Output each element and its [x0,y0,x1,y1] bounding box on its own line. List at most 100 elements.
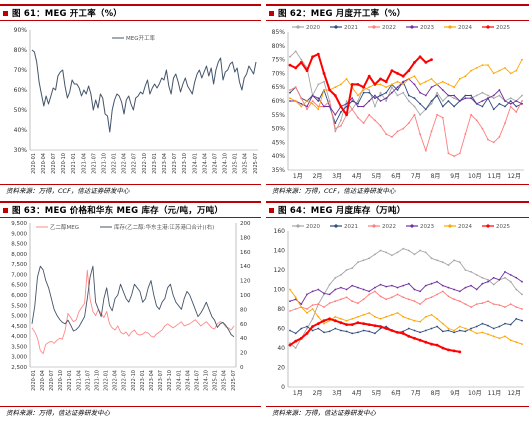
data-point [306,327,308,330]
legend-label: 2020 [306,224,320,230]
legend-marker [448,224,452,228]
data-point [441,330,444,333]
data-point [328,293,331,296]
series-line [289,317,460,353]
data-point [487,138,489,141]
data-point [385,100,388,102]
data-point [317,97,320,100]
data-point [362,105,365,108]
x-tick-label: 2024-04 [185,370,191,391]
x-tick-label: 2022-07 [132,153,138,174]
y-tick-label: 80% [272,43,286,50]
data-point [453,105,455,108]
data-point [413,105,416,108]
data-point [306,293,308,296]
series-line [31,265,235,338]
data-point [419,113,421,116]
data-point [333,319,337,323]
data-point [504,276,506,279]
data-point [430,313,433,316]
data-point [498,278,501,281]
legend-marker [486,25,490,29]
x-tick-label: 2024-10 [204,370,210,391]
data-point [340,111,342,113]
data-point [339,105,343,108]
data-point [362,89,365,91]
data-point [317,303,320,305]
data-point [305,332,309,335]
y-left-tick-label: 5,000 [11,314,27,320]
data-point [345,296,348,299]
panel-header: 图 61：MEG 开工率（%） [0,4,261,21]
y-tick-label: 70% [272,70,286,77]
meg-monthly-inventory-chart: 0 20 40 60 80 100 120 140 160 1月 2月 3月 4月 5月 6月 7月 8月 9月 1… [274,224,524,397]
data-point [340,274,342,276]
data-point [384,80,388,84]
data-point [481,91,484,94]
data-point [374,105,376,108]
data-point [311,308,314,310]
x-tick-label: 2025-01 [233,153,239,174]
data-point [334,300,337,303]
data-point [396,331,399,334]
data-point [464,327,467,330]
data-point [311,290,314,293]
data-point [289,91,291,94]
data-point [396,312,399,314]
data-point [322,319,326,323]
data-point [385,133,388,135]
data-point [322,72,326,75]
legend-label: MEG开工率 [126,34,155,42]
data-point [374,315,376,318]
data-point [498,337,501,340]
data-point [407,327,410,330]
data-point [498,94,501,97]
data-point [379,317,382,320]
data-point [396,86,399,89]
data-point [424,329,427,332]
data-point [509,102,512,105]
data-point [328,330,331,333]
data-point [515,69,518,72]
data-point [402,80,405,83]
data-point [300,303,303,305]
data-point [345,330,348,333]
data-point [334,127,337,130]
y-tick-label: 140 [274,248,286,255]
data-point [351,100,354,102]
data-point [430,342,433,346]
y-right-tick-label: 160 [240,250,251,256]
data-point [317,83,320,86]
data-point [447,100,450,102]
y-left-tick-label: 6,500 [11,283,27,289]
data-point [509,323,512,326]
data-point [357,116,359,119]
panel-62: 图 62：MEG 月度开工率（%） 35% 40% 45% 50% 55% 60% 65% 7… [266,0,531,200]
data-point [328,100,331,102]
data-point [521,280,523,283]
data-point [492,276,495,279]
series-line [289,248,523,349]
data-point [311,55,314,59]
data-point [340,119,342,122]
x-tick-label: 2020-01 [31,370,37,391]
data-point [447,329,450,332]
legend-label: 2025 [496,25,510,31]
data-point [441,290,444,293]
data-point [391,284,393,287]
data-point [475,325,478,328]
data-point [430,327,433,330]
panel-64: 图 64：MEG 月度库存（万吨） 0 20 40 60 80 100 120 140 160 1… [266,200,531,423]
y-tick-label: 30% [14,147,28,154]
x-tick-label: 3月 [332,390,342,397]
panel-63: 图 63：MEG 价格和华东 MEG 库存（元/吨，万吨） 2,500 3,000… [0,200,265,423]
data-point [487,324,489,327]
series-line [289,50,523,132]
data-point [402,83,405,86]
data-point [470,306,472,308]
data-point [430,58,433,61]
data-point [391,296,393,299]
x-tick-label: 2024-01 [192,153,198,174]
x-tick-label: 2025-07 [253,153,259,174]
data-point [470,94,472,97]
